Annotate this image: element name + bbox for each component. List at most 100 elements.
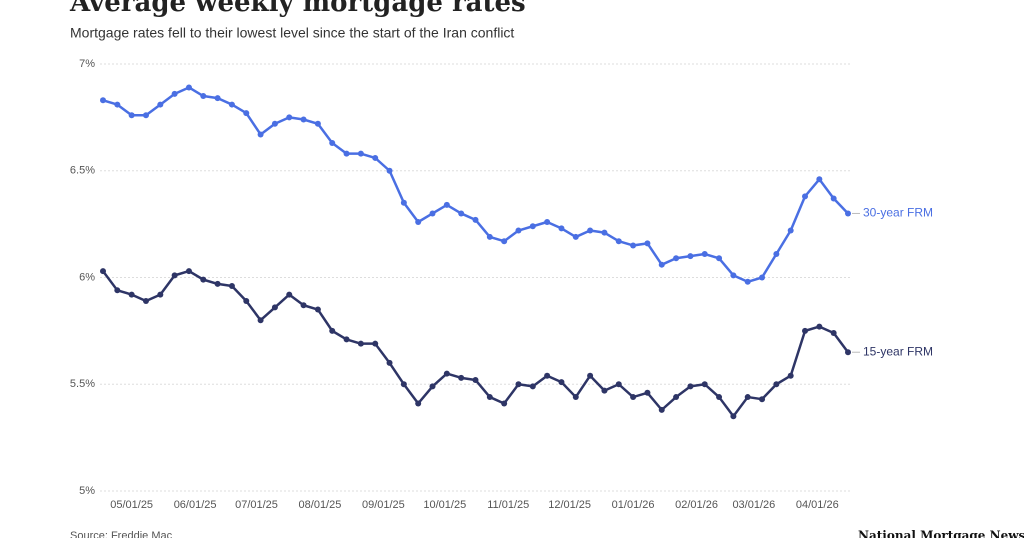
x-tick-label: 09/01/25 xyxy=(362,499,405,511)
y-tick-label: 7% xyxy=(79,58,95,70)
data-point xyxy=(759,396,766,403)
series-label: 15-year FRM xyxy=(863,344,933,358)
data-point xyxy=(271,304,278,311)
data-point xyxy=(716,255,723,262)
logo: National Mortgage News xyxy=(858,529,1024,538)
chart-subtitle: Mortgage rates fell to their lowest leve… xyxy=(70,25,514,41)
data-point xyxy=(615,238,622,245)
data-point xyxy=(243,110,250,117)
data-point xyxy=(228,283,235,290)
data-point xyxy=(386,167,393,174)
data-point xyxy=(185,268,192,275)
data-point xyxy=(501,238,508,245)
series-line xyxy=(101,269,850,418)
data-point xyxy=(572,394,579,401)
data-point xyxy=(329,139,336,146)
chart-title: Average weekly mortgage rates xyxy=(69,0,526,18)
data-point xyxy=(386,359,393,366)
data-point xyxy=(300,302,307,309)
data-point xyxy=(314,120,321,127)
data-point xyxy=(472,216,479,223)
x-tick-label: 12/01/25 xyxy=(548,499,591,511)
data-point xyxy=(400,381,407,388)
series-label: 30-year FRM xyxy=(863,206,933,220)
data-point xyxy=(429,210,436,217)
data-point xyxy=(415,400,422,407)
data-point xyxy=(716,394,723,401)
data-point xyxy=(687,383,694,390)
data-point xyxy=(830,330,837,337)
data-point xyxy=(300,116,307,123)
data-point xyxy=(329,327,336,334)
data-point xyxy=(372,154,379,161)
data-point xyxy=(443,370,450,377)
data-point xyxy=(515,227,522,234)
data-point xyxy=(515,381,522,388)
data-point xyxy=(357,150,364,157)
data-point xyxy=(157,101,164,108)
data-point xyxy=(787,372,794,379)
data-point xyxy=(615,381,622,388)
data-point xyxy=(400,199,407,206)
data-point xyxy=(214,280,221,287)
data-point xyxy=(816,176,823,183)
data-point xyxy=(558,379,565,386)
data-point xyxy=(544,218,551,225)
data-point xyxy=(744,394,751,401)
y-tick-label: 5.5% xyxy=(70,378,95,390)
y-tick-label: 6.5% xyxy=(70,165,95,177)
data-point xyxy=(171,272,178,279)
data-point xyxy=(128,291,135,298)
data-point xyxy=(529,383,536,390)
data-point xyxy=(744,278,751,285)
data-point xyxy=(816,323,823,330)
data-point xyxy=(458,210,465,217)
data-point xyxy=(630,242,637,249)
data-point xyxy=(114,287,121,294)
data-point xyxy=(587,227,594,234)
x-tick-label: 02/01/26 xyxy=(675,499,718,511)
data-point xyxy=(572,233,579,240)
data-point xyxy=(773,381,780,388)
x-tick-label: 06/01/25 xyxy=(174,499,217,511)
source: Source: Freddie Mac xyxy=(70,530,173,538)
data-point xyxy=(286,291,293,298)
data-point xyxy=(228,101,235,108)
data-point xyxy=(200,276,207,283)
data-point xyxy=(257,317,264,324)
x-tick-label: 01/01/26 xyxy=(612,499,655,511)
data-point xyxy=(802,193,809,200)
data-point xyxy=(544,372,551,379)
data-point xyxy=(630,394,637,401)
data-point xyxy=(701,381,708,388)
data-point xyxy=(372,340,379,347)
data-point xyxy=(787,227,794,234)
x-tick-label: 03/01/26 xyxy=(732,499,775,511)
data-point xyxy=(730,413,737,420)
data-point xyxy=(243,297,250,304)
data-point xyxy=(142,112,149,119)
data-point xyxy=(845,349,851,356)
data-point xyxy=(644,240,651,247)
x-tick-label: 04/01/26 xyxy=(796,499,839,511)
data-point xyxy=(529,223,536,230)
data-point xyxy=(271,120,278,127)
data-point xyxy=(415,218,422,225)
data-point xyxy=(759,274,766,281)
data-point xyxy=(673,255,680,262)
data-point xyxy=(314,306,321,313)
data-point xyxy=(644,389,651,396)
data-point xyxy=(185,84,192,91)
data-point xyxy=(673,394,680,401)
data-point xyxy=(343,336,350,343)
series-line xyxy=(102,86,849,284)
data-point xyxy=(128,112,135,119)
data-point xyxy=(443,201,450,208)
x-tick-label: 07/01/25 xyxy=(235,499,278,511)
data-point xyxy=(601,229,608,236)
x-tick-label: 10/01/25 xyxy=(423,499,466,511)
data-point xyxy=(114,101,121,108)
y-tick-label: 5% xyxy=(79,485,95,497)
data-point xyxy=(171,90,178,97)
